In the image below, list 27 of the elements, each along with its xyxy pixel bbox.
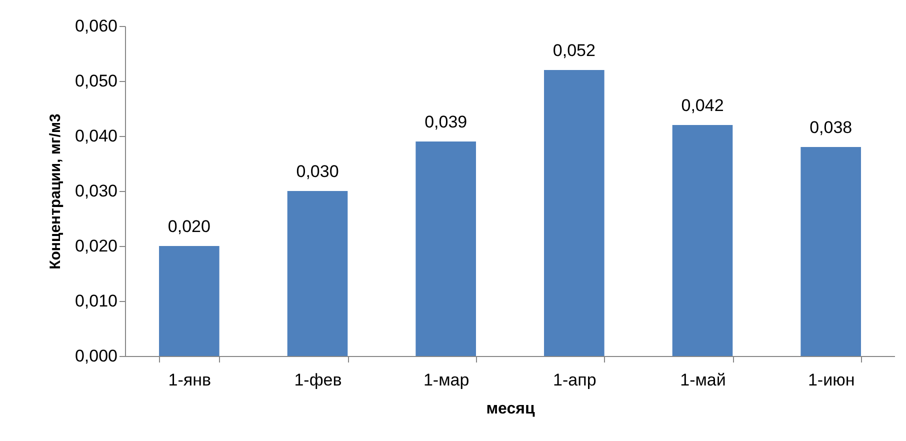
x-tick-label: 1-мар: [423, 370, 470, 390]
data-label: 0,039: [424, 112, 468, 132]
y-tick-label: 0,060: [74, 16, 118, 36]
bar: [159, 246, 220, 356]
bar: [544, 70, 604, 356]
data-label: 0,038: [810, 118, 852, 137]
y-tick-label: 0,000: [74, 346, 118, 366]
x-tick-label: 1-май: [680, 370, 726, 390]
x-tick-label: 1-фев: [294, 370, 342, 390]
bar: [800, 147, 861, 356]
x-axis-title: месяц: [486, 400, 535, 418]
data-label: 0,042: [681, 96, 724, 115]
y-tick-label: 0,040: [74, 126, 118, 146]
y-tick-label: 0,010: [74, 292, 118, 310]
data-label: 0,052: [552, 41, 596, 60]
x-tick-label: 1-апр: [553, 370, 596, 390]
x-tick-label: 1-июн: [808, 370, 855, 390]
bar: [287, 191, 348, 356]
y-axis-title: Концентрации, мг/м3: [46, 114, 64, 270]
data-label: 0,030: [296, 162, 339, 181]
y-tick-label: 0,020: [74, 236, 118, 256]
x-tick-label: 1-янв: [168, 370, 212, 390]
y-tick-label: 0,050: [74, 72, 118, 90]
bar: [416, 142, 476, 356]
y-tick-label: 0,030: [74, 182, 118, 200]
data-label: 0,020: [168, 217, 210, 236]
bar: [672, 125, 733, 356]
